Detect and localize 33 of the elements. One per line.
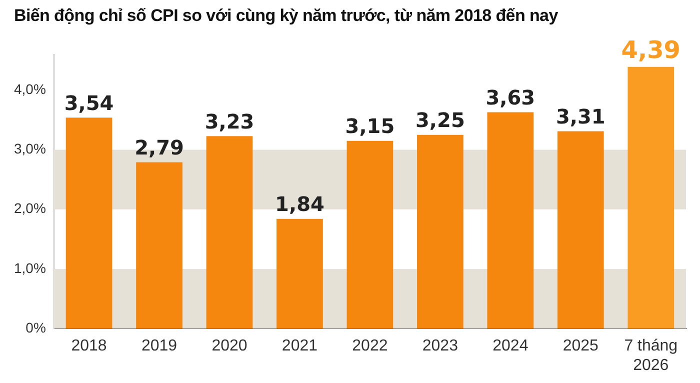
- x-tick-label: 2023: [422, 338, 458, 355]
- data-label: 3,54: [64, 90, 114, 115]
- x-tick-label: 2025: [562, 338, 599, 355]
- bar: [628, 66, 674, 329]
- x-tick-label: 2018: [71, 338, 107, 355]
- data-label: 1,84: [275, 192, 324, 216]
- data-label: 3,15: [345, 114, 395, 138]
- data-label: 4,39: [621, 36, 680, 64]
- x-tick-label: 2021: [282, 338, 318, 355]
- y-tick-label: 0%: [26, 319, 46, 336]
- bar: [417, 134, 464, 329]
- bar: [557, 131, 604, 329]
- bar: [346, 140, 394, 329]
- y-tick-label: 3,0%: [14, 140, 46, 157]
- data-label: 3,63: [486, 85, 536, 110]
- data-label: 2,79: [134, 135, 184, 160]
- bar: [66, 118, 112, 329]
- bar: [276, 218, 323, 329]
- y-tick-label: 2,0%: [14, 200, 46, 216]
- data-label: 3,31: [556, 104, 606, 128]
- chart-title: Biến động chỉ số CPI so với cùng kỳ năm trước, từ năm 2018 đến nay: [14, 6, 558, 26]
- x-tick-label: 2022: [352, 338, 388, 355]
- data-label: 3,23: [204, 109, 254, 134]
- bar: [487, 112, 534, 329]
- x-tick-label: 2024: [492, 338, 528, 355]
- data-label: 3,25: [416, 108, 465, 132]
- y-tick-label: 1,0%: [14, 260, 46, 276]
- x-tick-label: 2020: [212, 338, 248, 355]
- x-tick-label: 2019: [141, 338, 178, 355]
- bar: [136, 162, 182, 329]
- y-tick-label: 4,0%: [14, 81, 46, 98]
- bar: [206, 136, 253, 329]
- x-tick-label: 7 tháng 2026: [624, 338, 678, 374]
